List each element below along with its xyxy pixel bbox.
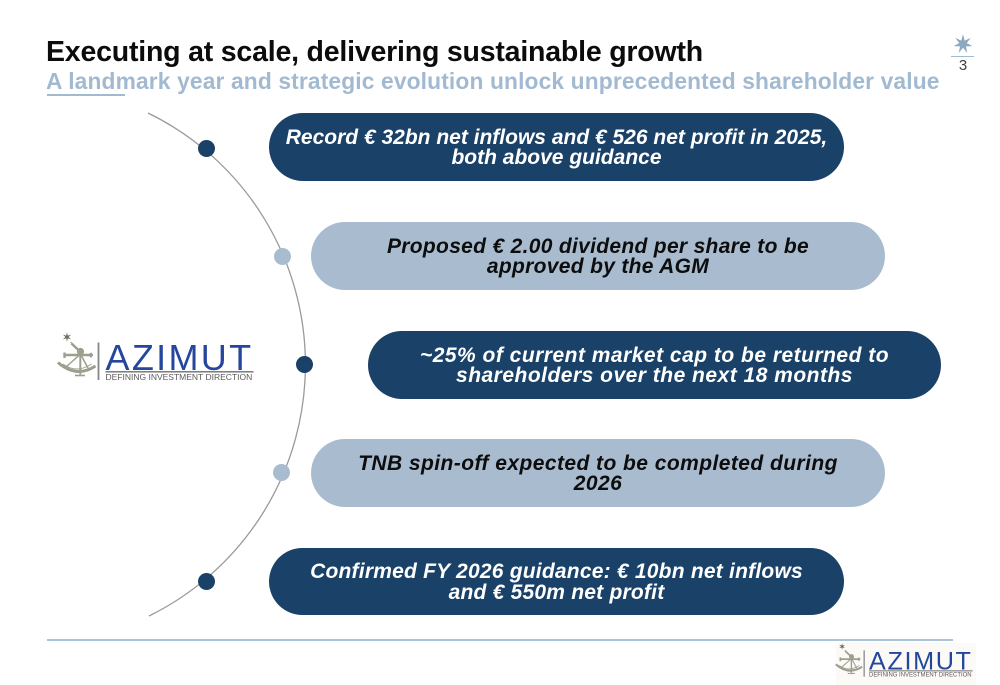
svg-text:AZIMUT: AZIMUT <box>106 337 254 378</box>
svg-text:DEFINING INVESTMENT DIRECTION: DEFINING INVESTMENT DIRECTION <box>106 372 253 382</box>
